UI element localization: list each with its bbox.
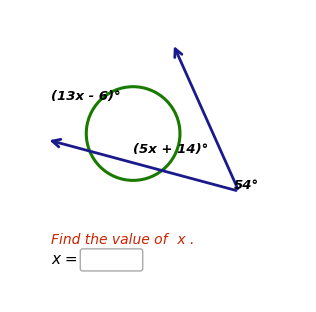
Text: (13x - 6)°: (13x - 6)°: [52, 90, 121, 103]
Text: (5x + 14)°: (5x + 14)°: [133, 143, 208, 156]
Text: Find the value of   x .: Find the value of x .: [52, 233, 195, 247]
Text: x =: x =: [52, 252, 78, 267]
FancyBboxPatch shape: [80, 249, 143, 271]
Text: 54°: 54°: [234, 179, 259, 192]
